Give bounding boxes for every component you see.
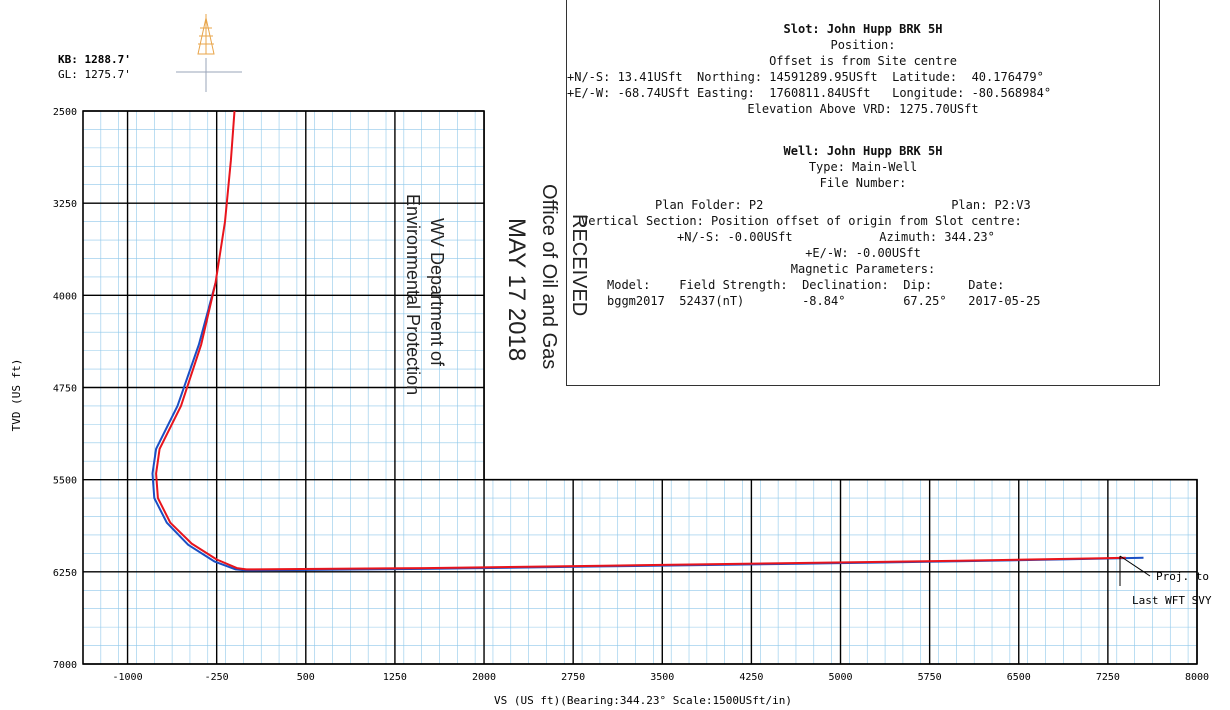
- stamp-date: MAY 17 2018: [503, 218, 530, 362]
- y-tick-label: 4000: [53, 291, 77, 302]
- vertical-section-line: Vertical Section: Position offset of ori…: [581, 214, 1022, 228]
- stamp-office: Office of Oil and Gas: [538, 184, 560, 370]
- gl-label: GL: 1275.7': [58, 68, 131, 81]
- y-tick-label: 5500: [53, 476, 77, 487]
- x-tick-label: 3500: [650, 672, 674, 683]
- x-tick-label: 1250: [383, 672, 407, 683]
- ew-line: +E/-W: -68.74USft Easting: 1760811.84USf…: [567, 86, 1052, 100]
- position-label: Position:: [830, 38, 896, 52]
- x-tick-label: 500: [297, 672, 315, 683]
- x-tick-label: -250: [205, 672, 229, 683]
- y-tick-label: 4750: [53, 384, 77, 395]
- plan-folder-line: Plan Folder: P2 Plan: P2:V3: [655, 198, 1031, 212]
- y-axis-title: TVD (US ft): [10, 359, 23, 432]
- x-tick-label: 7250: [1096, 672, 1120, 683]
- slot-title: Slot: John Hupp BRK 5H: [783, 22, 943, 36]
- magnetic-line: Magnetic Parameters:: [790, 262, 936, 276]
- x-tick-label: 4250: [739, 672, 763, 683]
- y-tick-label: 6250: [53, 568, 77, 579]
- y-tick-labels: 2500 3250 4000 4750 5500 6250 7000: [53, 107, 77, 671]
- x-tick-label: 5000: [828, 672, 852, 683]
- stamp-received: RECEIVED: [568, 214, 590, 317]
- stamp-environmental: Environmental Protection: [403, 194, 423, 396]
- major-grid: [82, 110, 1198, 665]
- magnetic-values: bggm2017 52437(nT) -8.84° 67.25° 2017-05…: [607, 294, 1041, 308]
- projection-label-line1: Proj. to: [1156, 570, 1209, 583]
- series-line-0: [155, 110, 1126, 571]
- series-layer: [151, 110, 1144, 572]
- well-title: Well: John Hupp BRK 5H: [783, 144, 943, 158]
- ns-line: +N/-S: 13.41USft Northing: 14591289.95US…: [567, 70, 1044, 84]
- x-tick-label: 8000: [1185, 672, 1209, 683]
- stamp-department: WV Department of: [427, 218, 447, 367]
- magnetic-header: Model: Field Strength: Declination: Dip:…: [607, 278, 1005, 292]
- offset-note: Offset is from Site centre: [769, 54, 957, 68]
- elevation-line: Elevation Above VRD: 1275.70USft: [747, 102, 979, 116]
- projection-annotation: Proj. to Last WFT SVY: [1119, 555, 1212, 607]
- type-line: Type: Main-Well: [808, 160, 918, 174]
- y-tick-label: 3250: [53, 199, 77, 210]
- y-tick-label: 2500: [53, 107, 77, 118]
- file-number: File Number:: [819, 176, 907, 190]
- x-tick-labels: -1000 -250 500 1250 2000 2750 3500 4250 5000 5750…: [113, 672, 1210, 683]
- x-tick-label: 2000: [472, 672, 496, 683]
- x-tick-label: 6500: [1007, 672, 1031, 683]
- plot-border: [82, 110, 1198, 665]
- kb-label: KB: 1288.7': [58, 53, 131, 66]
- x-tick-label: -1000: [113, 672, 143, 683]
- vs-ew-line: +E/-W: -0.00USft: [805, 246, 921, 260]
- x-axis-title: VS (US ft)(Bearing:344.23° Scale:1500USf…: [494, 694, 792, 707]
- vs-ns-line: +N/-S: -0.00USft Azimuth: 344.23°: [677, 230, 995, 244]
- projection-label-line2: Last WFT SVY: [1132, 594, 1212, 607]
- x-tick-label: 2750: [561, 672, 585, 683]
- x-tick-label: 5750: [918, 672, 942, 683]
- well-info-panel: Slot: John Hupp BRK 5H Position: Offset …: [566, 0, 1160, 386]
- drilling-rig-icon: [176, 14, 242, 92]
- y-tick-label: 7000: [53, 660, 77, 671]
